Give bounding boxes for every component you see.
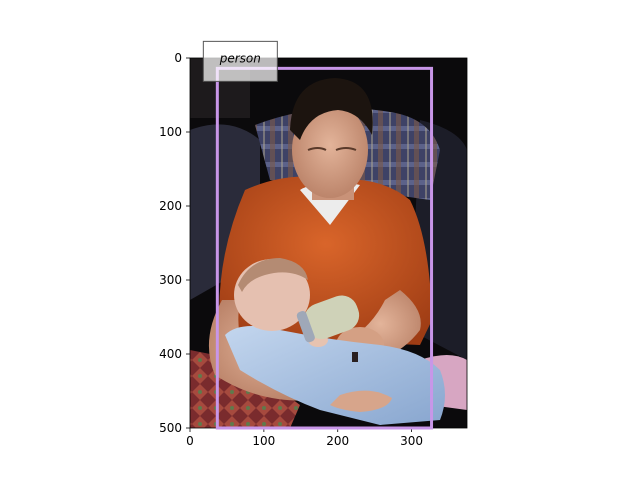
- detection-box-person: [215, 66, 434, 430]
- detection-label: person: [219, 51, 261, 65]
- baby-hair: [238, 258, 308, 292]
- x-tick-label: 100: [252, 434, 275, 448]
- y-tick-label: 100: [159, 125, 182, 139]
- y-tick-label: 0: [174, 51, 182, 65]
- photo: [190, 58, 467, 428]
- man-head: [292, 102, 368, 198]
- y-axis: 0 100 200 300 400 500: [159, 51, 190, 435]
- x-axis: 0 100 200 300: [186, 428, 423, 448]
- detection-label-box: [202, 40, 278, 82]
- x-tick-label: 300: [400, 434, 423, 448]
- y-tick-label: 500: [159, 421, 182, 435]
- detections-layer: person: [202, 40, 434, 430]
- brow: [307, 147, 357, 151]
- wristwatch: [352, 352, 358, 362]
- man-lower-hand: [330, 390, 392, 412]
- y-tick-label: 200: [159, 199, 182, 213]
- y-tick-label: 300: [159, 273, 182, 287]
- x-tick-label: 0: [186, 434, 194, 448]
- baby-bottle: [296, 295, 360, 343]
- man-hair: [290, 78, 373, 140]
- y-tick-label: 400: [159, 347, 182, 361]
- x-tick-label: 200: [326, 434, 349, 448]
